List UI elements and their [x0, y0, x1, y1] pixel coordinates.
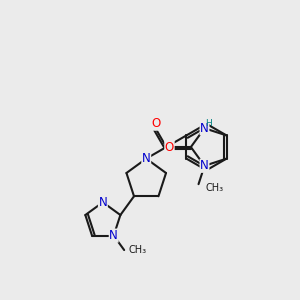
Text: O: O: [165, 140, 174, 154]
Text: O: O: [151, 117, 160, 130]
Text: N: N: [200, 159, 209, 172]
Text: N: N: [142, 152, 151, 165]
Text: CH₃: CH₃: [129, 245, 147, 255]
Text: N: N: [98, 196, 107, 209]
Text: H: H: [205, 119, 212, 128]
Text: CH₃: CH₃: [205, 183, 223, 193]
Text: N: N: [109, 229, 118, 242]
Text: N: N: [200, 122, 209, 135]
